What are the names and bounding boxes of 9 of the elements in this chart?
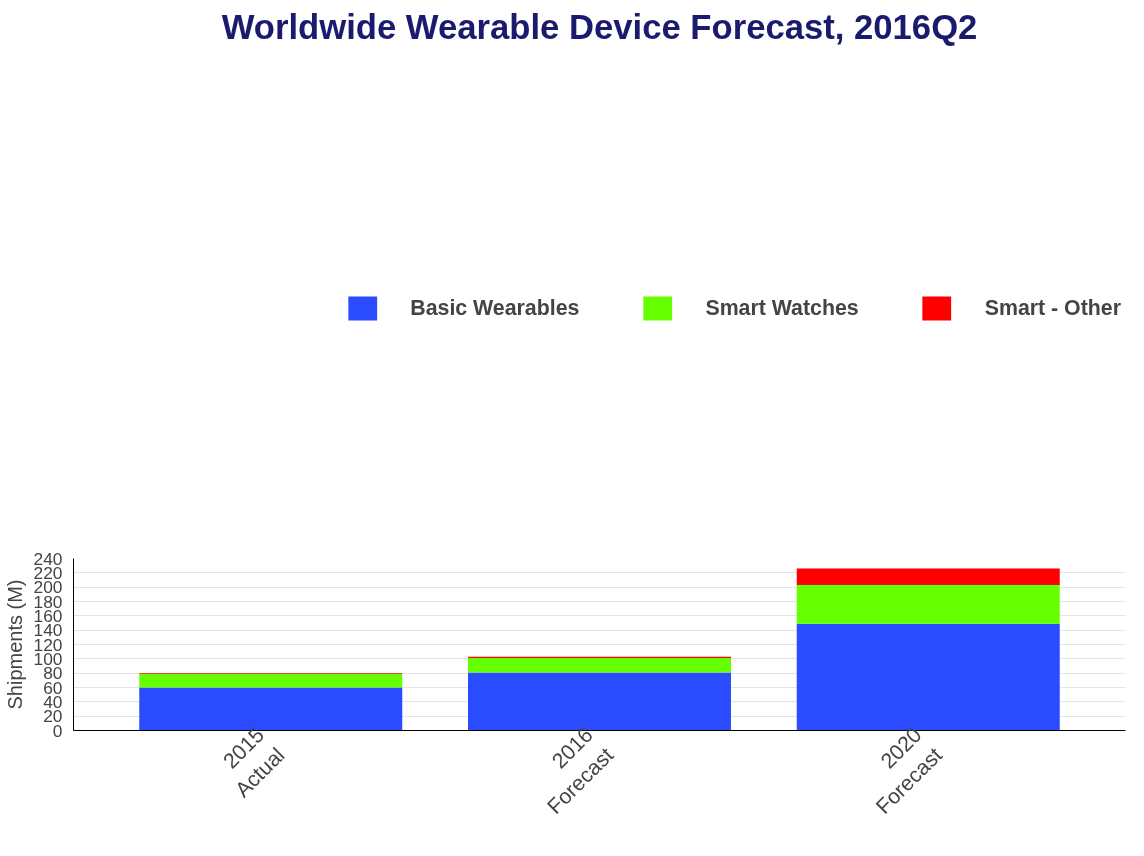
bar	[468, 658, 731, 673]
legend-label: Smart - Other	[984, 294, 1121, 322]
chart-title: Worldwide Wearable Device Forecast, 2016Q2	[221, 7, 978, 46]
legend-label: Smart Watches	[705, 294, 859, 322]
bar	[139, 673, 403, 688]
bar	[796, 568, 1060, 586]
y-axis-title: Shipments (M)	[3, 579, 26, 710]
bar	[796, 585, 1060, 624]
legend-label: Basic Wearables	[410, 294, 580, 322]
